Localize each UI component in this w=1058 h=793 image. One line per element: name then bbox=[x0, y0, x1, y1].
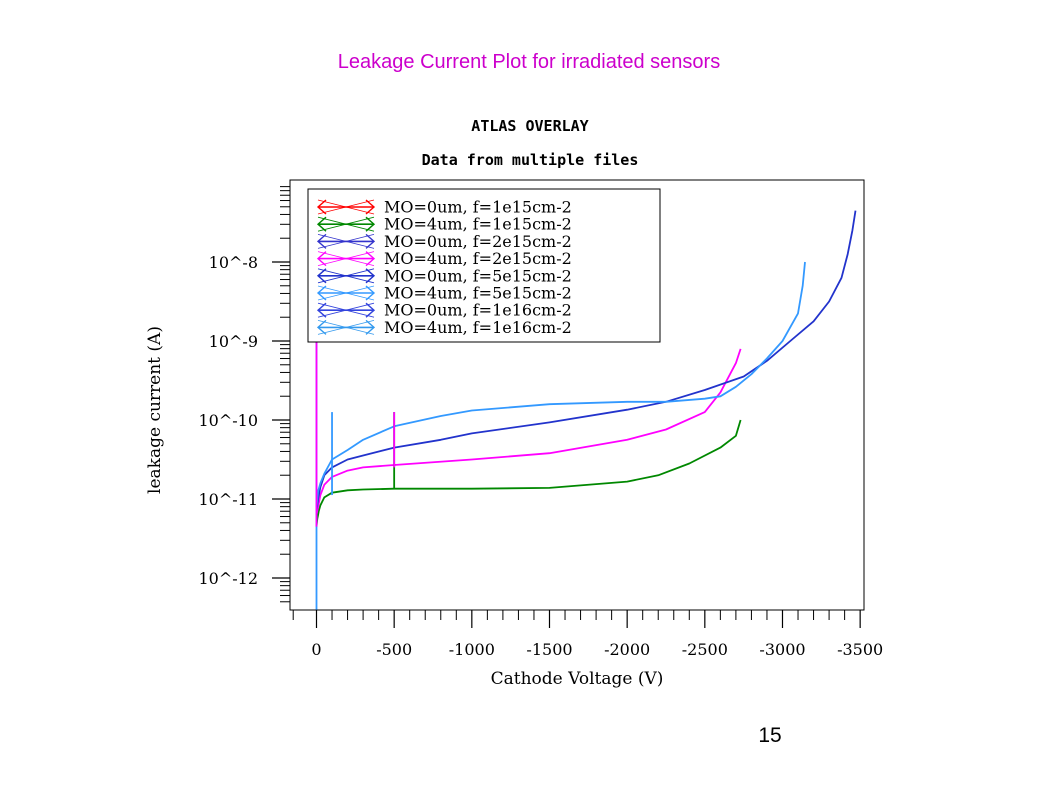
x-axis-ticks: 0 -500 -1000 -1500 -2000 -2500 -3000 -3500 bbox=[292, 610, 883, 659]
series-line bbox=[315, 210, 857, 512]
legend-marker bbox=[365, 268, 376, 284]
legend-marker bbox=[317, 251, 375, 266]
legend-marker bbox=[317, 199, 375, 215]
x-tick-label: -1500 bbox=[526, 640, 572, 659]
legend-marker bbox=[365, 251, 376, 267]
legend-marker bbox=[365, 319, 376, 335]
legend-entry: MO=0um, f=1e16cm-2 bbox=[316, 301, 572, 320]
legend-marker bbox=[316, 216, 327, 232]
legend-label: MO=0um, f=1e16cm-2 bbox=[384, 301, 572, 320]
series-layer bbox=[315, 210, 857, 610]
legend-label: MO=0um, f=2e15cm-2 bbox=[384, 232, 572, 251]
legend-marker bbox=[316, 251, 327, 267]
chart-subtitle: Data from multiple files bbox=[422, 151, 639, 169]
x-axis-label: Cathode Voltage (V) bbox=[491, 669, 664, 689]
legend-marker bbox=[365, 233, 376, 249]
legend-label: MO=4um, f=1e15cm-2 bbox=[384, 215, 572, 234]
legend-marker bbox=[316, 319, 327, 335]
x-tick-label: -2500 bbox=[682, 640, 728, 659]
y-axis-ticks: 10^-8 10^-9 10^-10 10^-11 10^-12 bbox=[198, 186, 290, 603]
x-tick-label: -500 bbox=[376, 640, 412, 659]
x-tick-label: -2000 bbox=[604, 640, 650, 659]
legend-entry: MO=0um, f=1e15cm-2 bbox=[316, 198, 572, 217]
y-axis-label: leakage current (A) bbox=[145, 326, 165, 494]
legend-marker bbox=[317, 302, 375, 318]
slide-title: Leakage Current Plot for irradiated sens… bbox=[337, 51, 721, 73]
legend-label: MO=4um, f=5e15cm-2 bbox=[384, 284, 572, 303]
legend-label: MO=4um, f=1e16cm-2 bbox=[384, 318, 572, 337]
legend-marker bbox=[365, 302, 376, 318]
legend-label: MO=0um, f=1e15cm-2 bbox=[384, 198, 572, 217]
legend: MO=0um, f=1e15cm-2MO=4um, f=1e15cm-2MO=0… bbox=[307, 188, 661, 343]
y-tick-label: 10^-8 bbox=[209, 253, 258, 272]
plot-frame bbox=[289, 179, 865, 611]
x-tick-label: -3500 bbox=[837, 640, 883, 659]
legend-marker bbox=[365, 199, 376, 215]
x-tick-label: 0 bbox=[311, 640, 321, 659]
legend-label: MO=0um, f=5e15cm-2 bbox=[384, 266, 572, 285]
series-line bbox=[315, 348, 742, 515]
legend-marker bbox=[365, 285, 376, 301]
x-tick-label: -3000 bbox=[759, 640, 805, 659]
legend-entry: MO=4um, f=1e16cm-2 bbox=[316, 318, 572, 337]
legend-marker bbox=[316, 285, 327, 301]
y-tick-label: 10^-11 bbox=[198, 490, 258, 509]
x-tick-label: -1000 bbox=[449, 640, 495, 659]
legend-marker bbox=[365, 216, 376, 232]
legend-marker bbox=[317, 320, 375, 335]
y-tick-label: 10^-10 bbox=[198, 411, 258, 430]
legend-marker bbox=[317, 268, 375, 284]
legend-marker bbox=[316, 199, 327, 215]
legend-marker bbox=[316, 302, 327, 318]
legend-marker bbox=[316, 268, 327, 284]
legend-marker bbox=[317, 216, 375, 232]
legend-entry: MO=0um, f=5e15cm-2 bbox=[316, 266, 572, 285]
legend-entry: MO=4um, f=5e15cm-2 bbox=[316, 284, 572, 303]
page-number: 15 bbox=[758, 724, 782, 747]
legend-entry: MO=0um, f=2e15cm-2 bbox=[316, 232, 572, 251]
chart-title: ATLAS OVERLAY bbox=[471, 117, 588, 135]
series-line bbox=[315, 261, 806, 507]
legend-entry: MO=4um, f=2e15cm-2 bbox=[316, 249, 572, 268]
legend-marker bbox=[317, 234, 375, 249]
series-line bbox=[315, 419, 742, 527]
legend-marker bbox=[317, 285, 375, 301]
y-tick-label: 10^-9 bbox=[209, 332, 258, 351]
legend-marker bbox=[316, 233, 327, 249]
legend-entry: MO=4um, f=1e15cm-2 bbox=[316, 215, 572, 234]
y-tick-label: 10^-12 bbox=[198, 569, 258, 588]
legend-label: MO=4um, f=2e15cm-2 bbox=[384, 249, 572, 268]
